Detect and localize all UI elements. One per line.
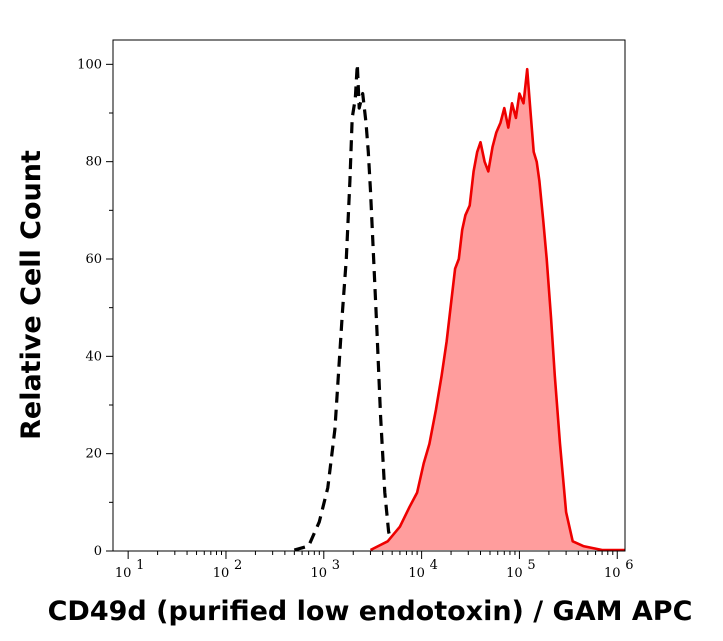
y-tick-label: 20 bbox=[85, 447, 102, 462]
x-tick-label: 10 bbox=[213, 566, 230, 581]
y-tick-label: 80 bbox=[85, 155, 102, 170]
x-tick-label: 10 bbox=[311, 566, 328, 581]
series-line-1 bbox=[369, 67, 625, 552]
series-fill-1 bbox=[370, 69, 625, 550]
x-tick-exponent: 2 bbox=[234, 558, 242, 573]
series-group bbox=[293, 62, 625, 552]
x-tick-label: 10 bbox=[408, 566, 425, 581]
plot-frame bbox=[112, 39, 626, 552]
y-tick-label: 0 bbox=[94, 544, 102, 559]
x-tick-exponent: 4 bbox=[430, 558, 438, 573]
y-tick-label: 100 bbox=[77, 57, 102, 72]
x-tick-exponent: 1 bbox=[136, 558, 144, 573]
y-axis-title: Relative Cell Count bbox=[16, 150, 47, 440]
x-tick-exponent: 6 bbox=[625, 558, 633, 573]
x-tick-label: 10 bbox=[115, 566, 132, 581]
axes: 0 20 40 60 80 100 10 1 10 2 10 3 10 4 10 5 10 6 bbox=[77, 57, 633, 581]
y-tick-label: 40 bbox=[85, 349, 102, 364]
x-tick-exponent: 5 bbox=[527, 558, 535, 573]
y-tick-label: 60 bbox=[85, 252, 102, 267]
x-tick-exponent: 3 bbox=[332, 558, 340, 573]
x-axis-title: CD49d (purified low endotoxin) / GAM APC bbox=[48, 596, 693, 627]
x-tick-label: 10 bbox=[604, 566, 621, 581]
series-line-0 bbox=[293, 62, 405, 552]
x-tick-label: 10 bbox=[506, 566, 523, 581]
